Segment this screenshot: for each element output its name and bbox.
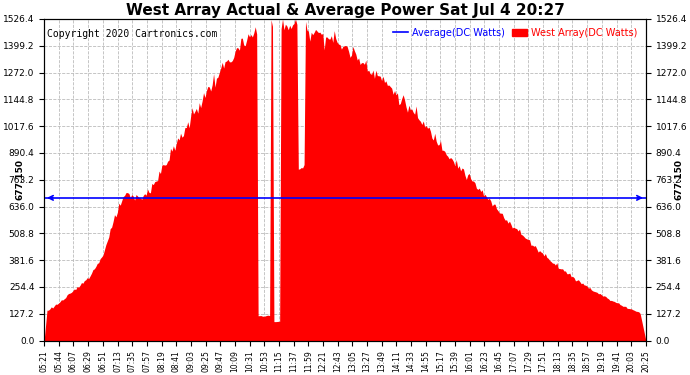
Legend: Average(DC Watts), West Array(DC Watts): Average(DC Watts), West Array(DC Watts) [389,24,641,42]
Text: 677.150: 677.150 [674,159,684,200]
Text: 677.150: 677.150 [16,159,25,200]
Text: Copyright 2020 Cartronics.com: Copyright 2020 Cartronics.com [47,28,217,39]
Title: West Array Actual & Average Power Sat Jul 4 20:27: West Array Actual & Average Power Sat Ju… [126,3,564,18]
